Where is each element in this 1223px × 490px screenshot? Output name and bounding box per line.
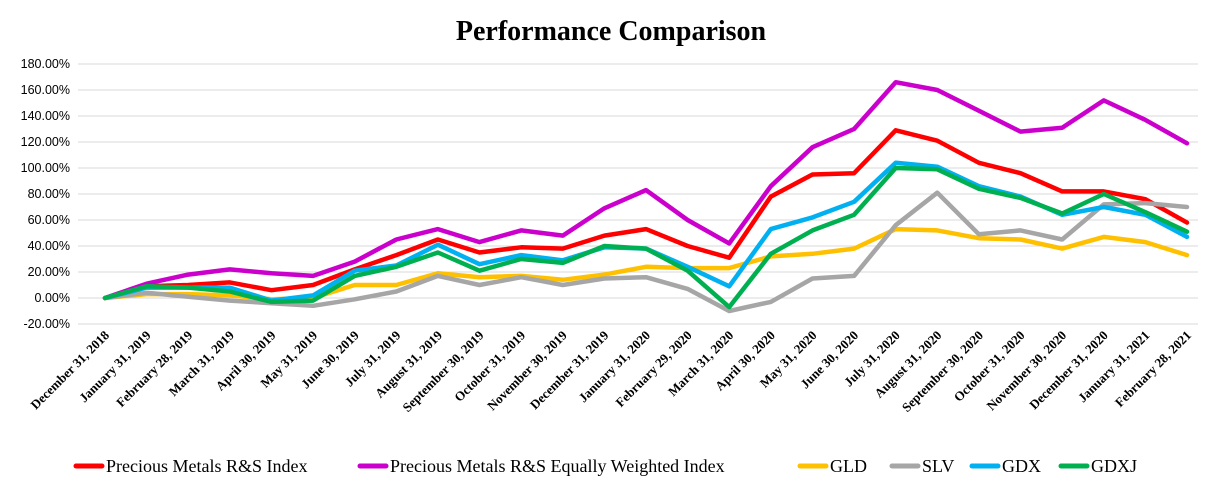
legend-label: GDXJ [1091,456,1137,476]
x-tick-label: January 31, 2020 [575,328,653,406]
legend: Precious Metals R&S Index Precious Metals… [73,456,1137,476]
y-tick-label: 80.00% [28,187,70,201]
y-tick-label: 180.00% [21,57,70,71]
y-tick-label: 140.00% [21,109,70,123]
y-axis: -20.00% 0.00% 20.00% 40.00% 60.00% 80.00% 100.… [21,57,70,331]
legend-label: GDX [1002,456,1041,476]
x-tick-label: February 28, 2019 [113,327,196,410]
legend-label: Precious Metals R&S Index [106,456,307,476]
x-tick-label: October 31, 2019 [451,327,528,404]
y-tick-label: 160.00% [21,83,70,97]
y-tick-label: 100.00% [21,161,70,175]
legend-label: GLD [830,456,867,476]
x-tick-label: January 31, 2021 [1075,328,1153,406]
x-tick-label: January 31, 2019 [76,327,154,405]
y-tick-label: 40.00% [28,239,70,253]
series-line-0 [102,128,1190,301]
y-tick-label: -20.00% [23,317,70,331]
y-tick-label: 60.00% [28,213,70,227]
series-lines [102,79,1190,314]
series-line-5 [102,165,1190,310]
x-tick-label: February 28, 2021 [1112,328,1194,410]
series-line-1 [102,79,1190,301]
legend-label: Precious Metals R&S Equally Weighted Ind… [390,456,725,476]
x-tick-label: October 31, 2020 [951,328,1028,405]
y-tick-label: 20.00% [28,265,70,279]
y-tick-label: 120.00% [21,135,70,149]
y-tick-label: 0.00% [35,291,70,305]
x-tick-label: February 29, 2020 [612,328,694,410]
legend-label: SLV [922,456,954,476]
series-line-3 [102,190,1190,314]
chart-title: Performance Comparison [456,16,767,47]
